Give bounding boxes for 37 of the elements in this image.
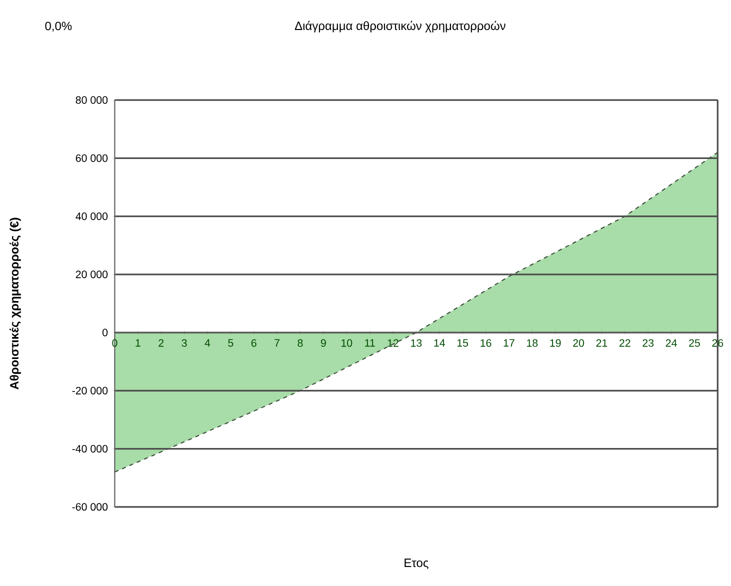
x-tick-label: 19 — [550, 339, 561, 348]
x-tick-label: 11 — [365, 339, 375, 347]
x-tick-label: 16 — [480, 339, 492, 348]
x-tick-label: 13 — [411, 339, 422, 348]
y-tick-label: -40 000 — [72, 445, 108, 453]
y-tick-label: 80 000 — [76, 96, 108, 104]
x-tick-label: 6 — [251, 339, 256, 348]
y-axis-title: Αθροιστικές χρηματορροές (€) — [10, 218, 21, 390]
x-tick-label: 15 — [457, 339, 468, 347]
x-axis-title: Ετος — [404, 558, 428, 570]
x-tick-label: 8 — [298, 339, 303, 348]
x-tick-label: 7 — [274, 339, 280, 347]
x-tick-label: 3 — [182, 339, 187, 348]
x-tick-label: 22 — [620, 339, 630, 347]
x-tick-label: 14 — [434, 339, 446, 347]
x-tick-label: 1 — [136, 339, 140, 347]
y-tick-label: 40 000 — [76, 212, 108, 220]
x-tick-label: 2 — [158, 339, 164, 347]
x-tick-label: 5 — [228, 339, 234, 347]
chart-title: Διάγραμμα αθροιστικών χρηματορροών — [294, 21, 506, 33]
y-tick-label: -20 000 — [72, 387, 108, 395]
x-tick-label: 21 — [596, 339, 608, 347]
x-tick-label: 12 — [388, 339, 398, 347]
x-tick-label: 18 — [527, 339, 538, 348]
x-tick-label: 17 — [504, 339, 514, 347]
x-tick-label: 23 — [642, 339, 654, 348]
x-tick-label: 24 — [666, 339, 677, 347]
y-tick-label: 60 000 — [76, 154, 108, 162]
text: 0,0% — [45, 22, 72, 32]
x-tick-label: 20 — [573, 339, 584, 348]
x-tick-label: 9 — [320, 339, 326, 348]
x-tick-label: 25 — [689, 339, 700, 348]
y-tick-label: -60 000 — [72, 503, 108, 511]
y-tick-label: 20 000 — [76, 270, 108, 278]
y-tick-label: 0 — [102, 328, 108, 337]
x-tick-label: 10 — [342, 339, 352, 348]
x-tick-label: 4 — [204, 339, 210, 347]
